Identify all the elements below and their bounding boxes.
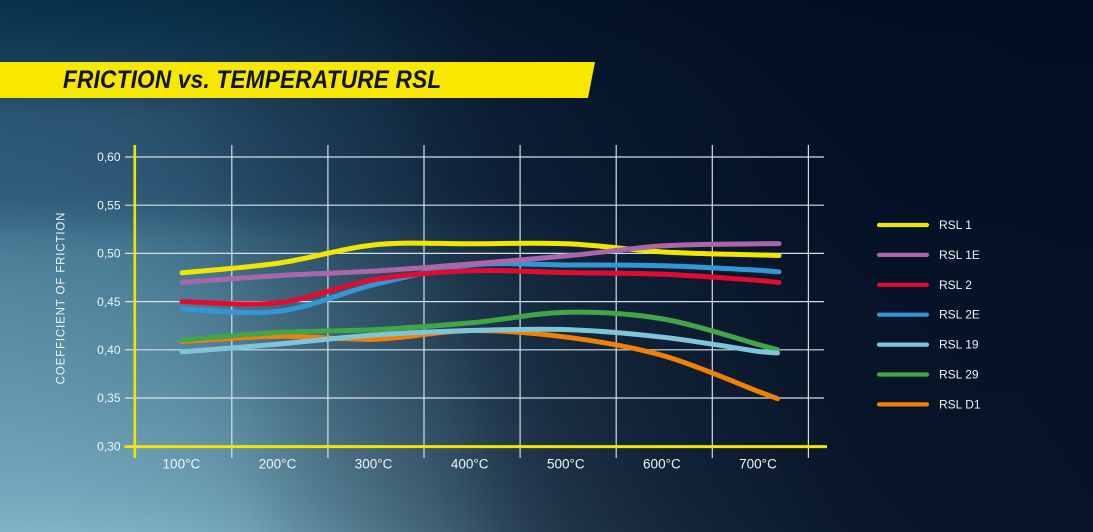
svg-text:RSL 2: RSL 2 (939, 278, 972, 292)
svg-text:0,50: 0,50 (97, 247, 121, 261)
svg-text:700°C: 700°C (739, 457, 777, 472)
svg-text:100°C: 100°C (163, 457, 201, 472)
svg-text:0,55: 0,55 (97, 198, 121, 212)
svg-text:300°C: 300°C (355, 457, 393, 472)
svg-text:200°C: 200°C (259, 457, 297, 472)
svg-text:RSL 29: RSL 29 (939, 368, 979, 382)
svg-text:0,60: 0,60 (97, 150, 121, 164)
svg-text:600°C: 600°C (643, 457, 681, 472)
svg-text:0,40: 0,40 (97, 343, 121, 357)
svg-text:RSL 2E: RSL 2E (939, 308, 980, 322)
svg-text:RSL 19: RSL 19 (939, 338, 979, 352)
svg-text:RSL D1: RSL D1 (939, 397, 981, 411)
svg-text:500°C: 500°C (547, 457, 585, 472)
svg-text:RSL 1E: RSL 1E (939, 248, 980, 262)
svg-text:0,30: 0,30 (97, 439, 121, 453)
svg-text:COEFFICIENT OF FRICTION: COEFFICIENT OF FRICTION (56, 212, 68, 385)
svg-text:RSL 1: RSL 1 (939, 218, 972, 232)
svg-text:0,45: 0,45 (97, 295, 121, 309)
svg-text:0,35: 0,35 (97, 391, 121, 405)
svg-text:400°C: 400°C (451, 457, 489, 472)
